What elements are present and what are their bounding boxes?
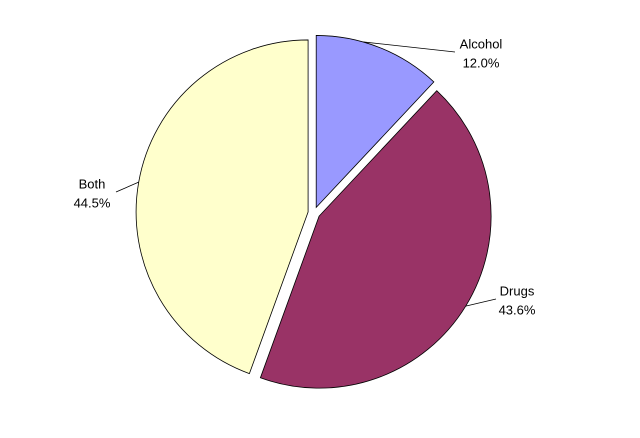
pie-slice [135, 39, 309, 375]
leader-line [465, 298, 497, 307]
slice-value-label: 43.6% [499, 302, 536, 317]
slice-label: Alcohol [460, 36, 503, 51]
slice-value-label: 44.5% [74, 195, 111, 210]
pie-slice [315, 35, 435, 209]
leader-line [115, 181, 139, 193]
slice-label: Both [79, 176, 106, 191]
slice-value-label: 12.0% [463, 55, 500, 70]
leader-line [363, 41, 456, 53]
slice-label: Drugs [500, 283, 535, 298]
pie-slice [259, 90, 492, 389]
